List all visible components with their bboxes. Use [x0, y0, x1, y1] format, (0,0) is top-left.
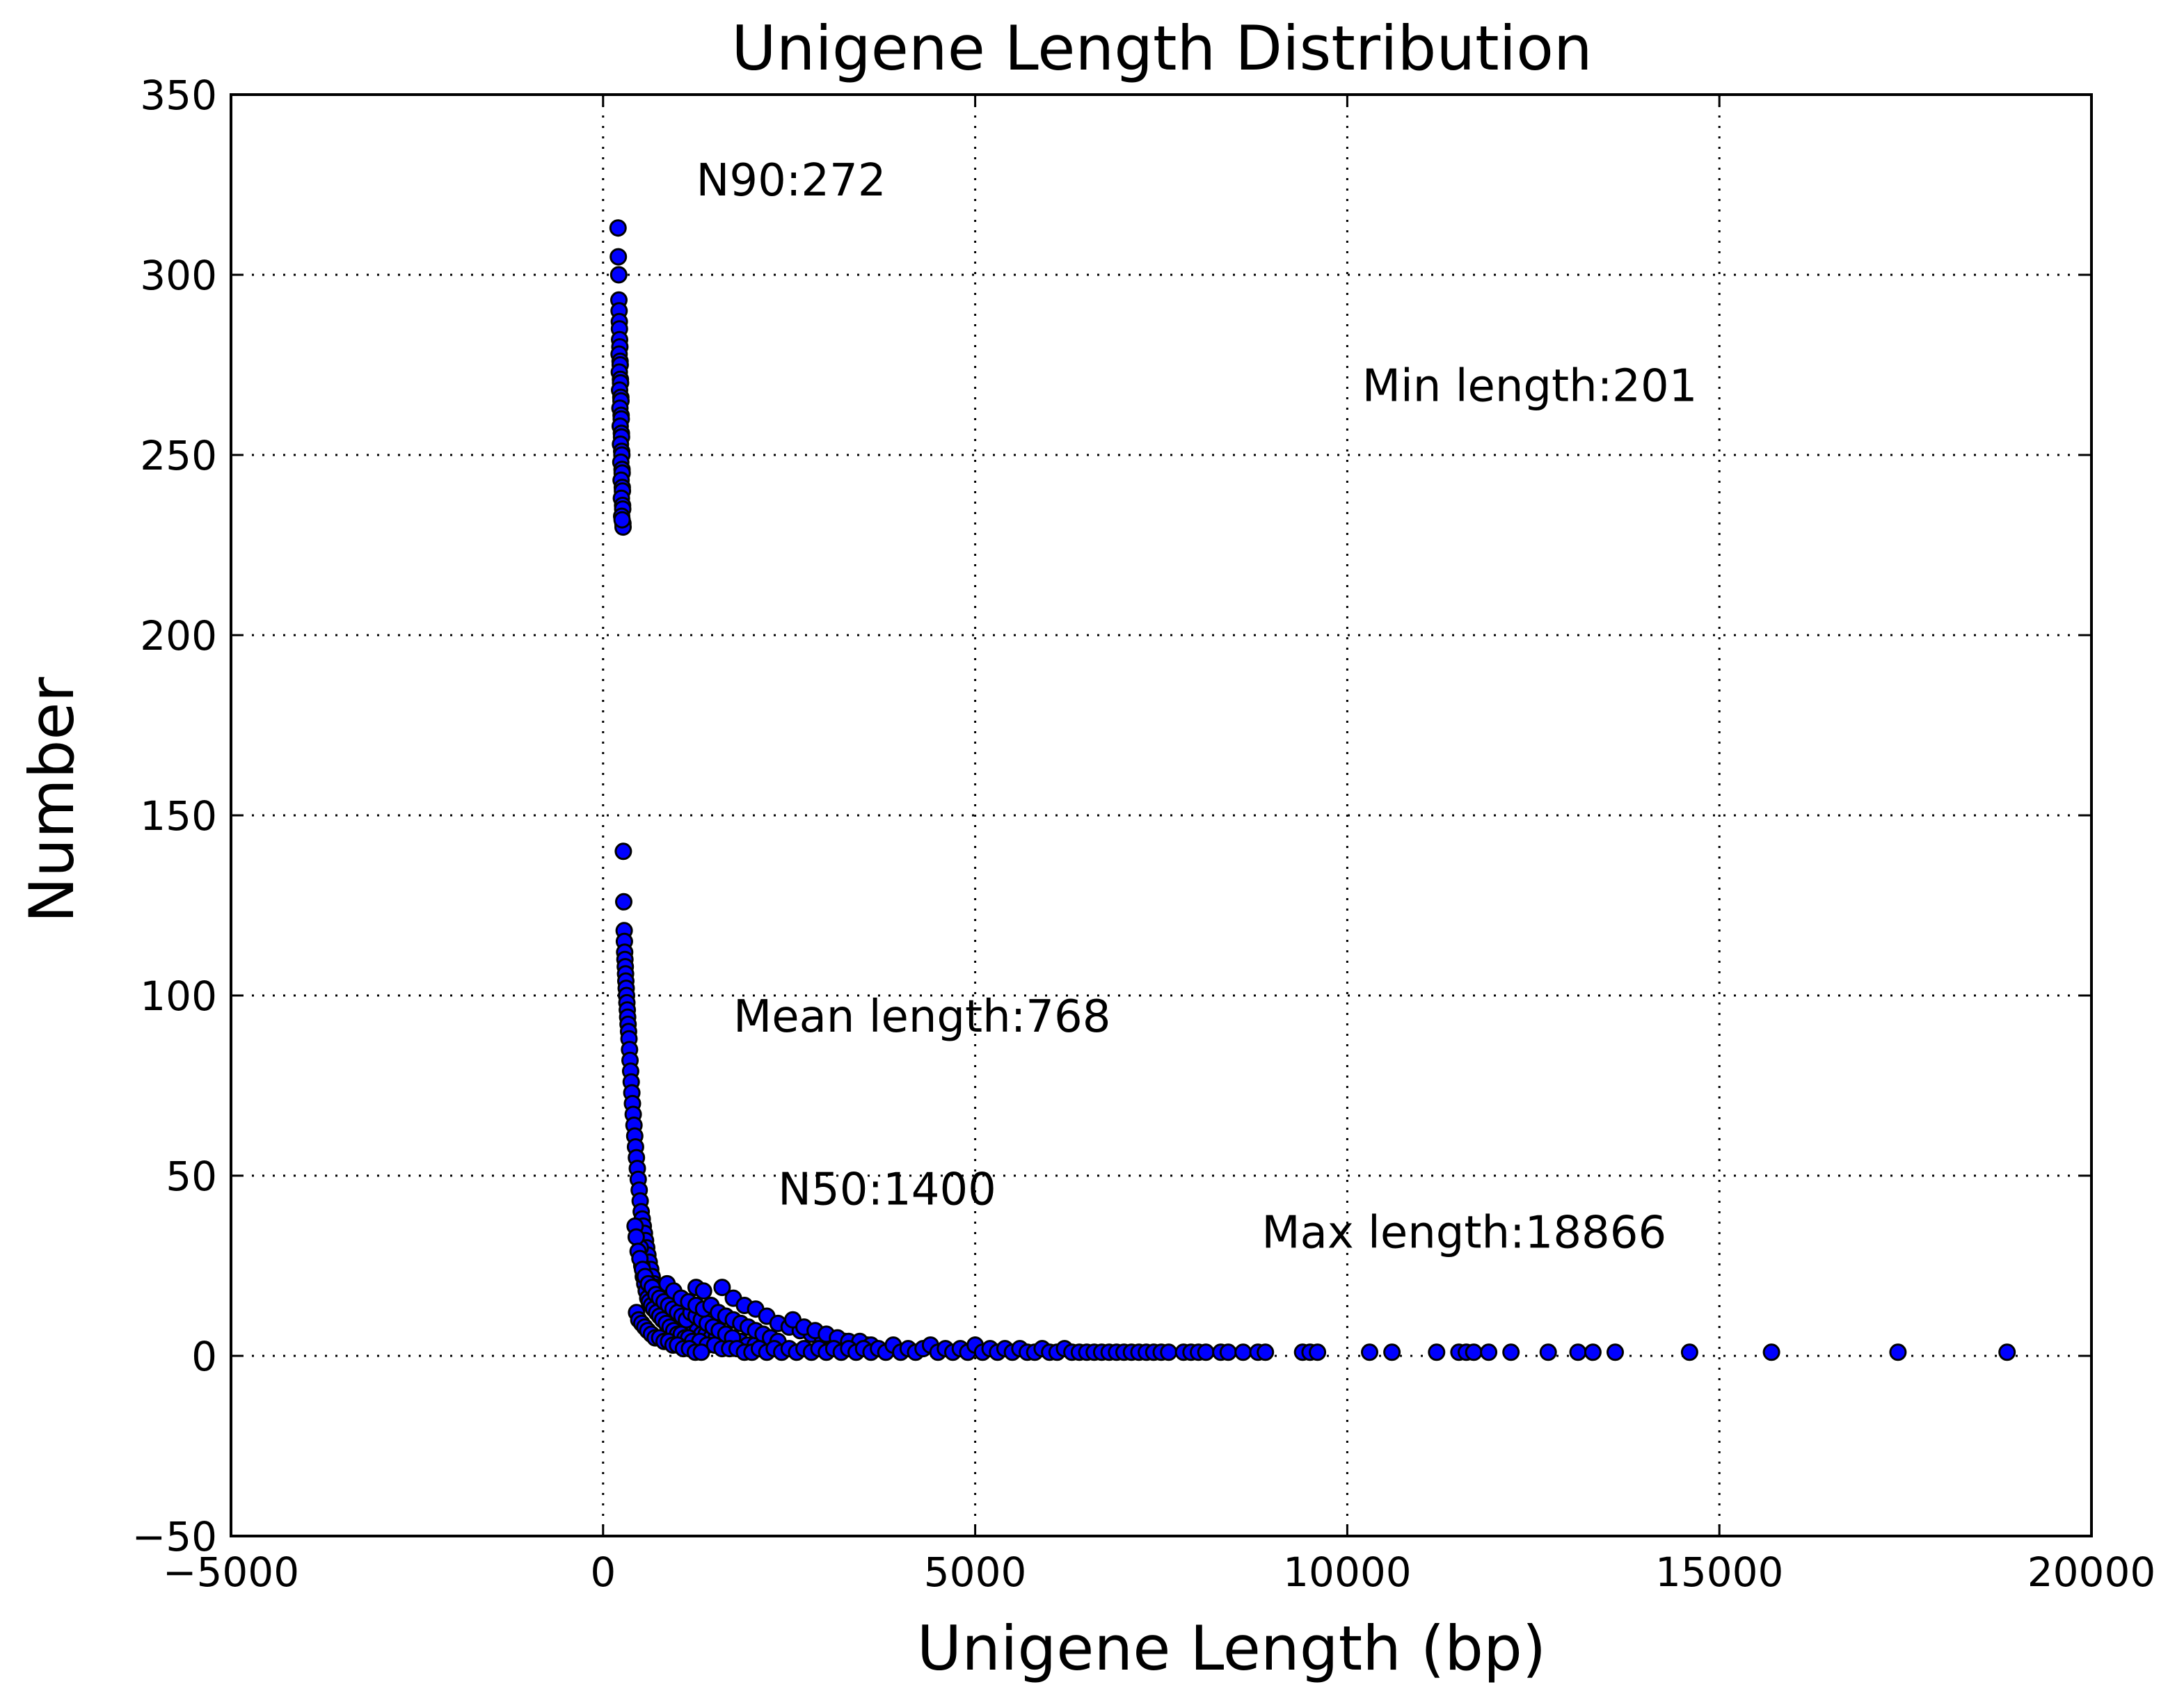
data-point: [614, 842, 632, 861]
data-point: [1889, 1343, 1907, 1361]
data-point: [1383, 1343, 1401, 1361]
annotation-label: Min length:201: [1362, 360, 1698, 412]
y-tick-label: 100: [140, 973, 217, 1020]
data-point: [1762, 1343, 1780, 1361]
x-tick-label: 0: [590, 1549, 616, 1596]
x-tick-label: 5000: [924, 1549, 1027, 1596]
y-tick-label: 50: [166, 1153, 217, 1200]
x-axis-label: Unigene Length (bp): [917, 1613, 1546, 1684]
data-point: [692, 1343, 710, 1361]
data-point: [609, 219, 627, 237]
data-point: [1607, 1343, 1624, 1361]
x-tick-label: 20000: [2027, 1549, 2156, 1596]
annotation-label: N50:1400: [778, 1164, 996, 1215]
x-tick-label: −5000: [163, 1549, 299, 1596]
data-point: [1309, 1343, 1327, 1361]
data-point: [713, 1279, 731, 1297]
data-point: [1257, 1343, 1275, 1361]
chart-title: Unigene Length Distribution: [731, 13, 1592, 84]
data-point: [1465, 1343, 1483, 1361]
data-point: [1219, 1343, 1237, 1361]
axis-ticks: −5000 0 5000 10000 15000 20000 −50 0 50 100 150 200…: [132, 72, 2156, 1596]
x-tick-label: 10000: [1283, 1549, 1412, 1596]
annotation-label: Max length:18866: [1261, 1208, 1666, 1259]
y-tick-label: 350: [140, 72, 217, 119]
data-point: [1234, 1343, 1252, 1361]
y-tick-label: −50: [132, 1513, 217, 1560]
annotation-label: Mean length:768: [733, 991, 1110, 1043]
data-point: [1197, 1343, 1215, 1361]
data-point: [1680, 1343, 1698, 1361]
y-axis-label: Number: [16, 676, 88, 922]
data-point: [609, 266, 628, 284]
data-point: [613, 511, 631, 529]
data-point: [627, 1228, 645, 1246]
data-point: [1428, 1343, 1446, 1361]
data-point: [1502, 1343, 1520, 1361]
data-points: [609, 219, 2016, 1361]
data-point: [609, 248, 628, 266]
annotations: N90:272 Min length:201 Mean length:768 N50:…: [696, 155, 1698, 1259]
data-point: [1998, 1343, 2016, 1361]
x-tick-label: 15000: [1655, 1549, 1784, 1596]
data-point: [615, 893, 632, 911]
data-point: [1584, 1343, 1602, 1361]
y-tick-label: 150: [140, 792, 217, 840]
y-tick-label: 300: [140, 252, 217, 299]
data-point: [1480, 1343, 1498, 1361]
data-point: [694, 1282, 712, 1300]
data-point: [1539, 1343, 1557, 1361]
annotation-label: N90:272: [696, 155, 886, 207]
data-point: [1160, 1343, 1178, 1361]
data-point: [1569, 1343, 1587, 1361]
y-tick-label: 250: [140, 432, 217, 479]
data-point: [1361, 1343, 1378, 1361]
grid-lines: [231, 95, 2091, 1536]
y-tick-label: 200: [140, 612, 217, 659]
y-tick-label: 0: [191, 1333, 217, 1380]
